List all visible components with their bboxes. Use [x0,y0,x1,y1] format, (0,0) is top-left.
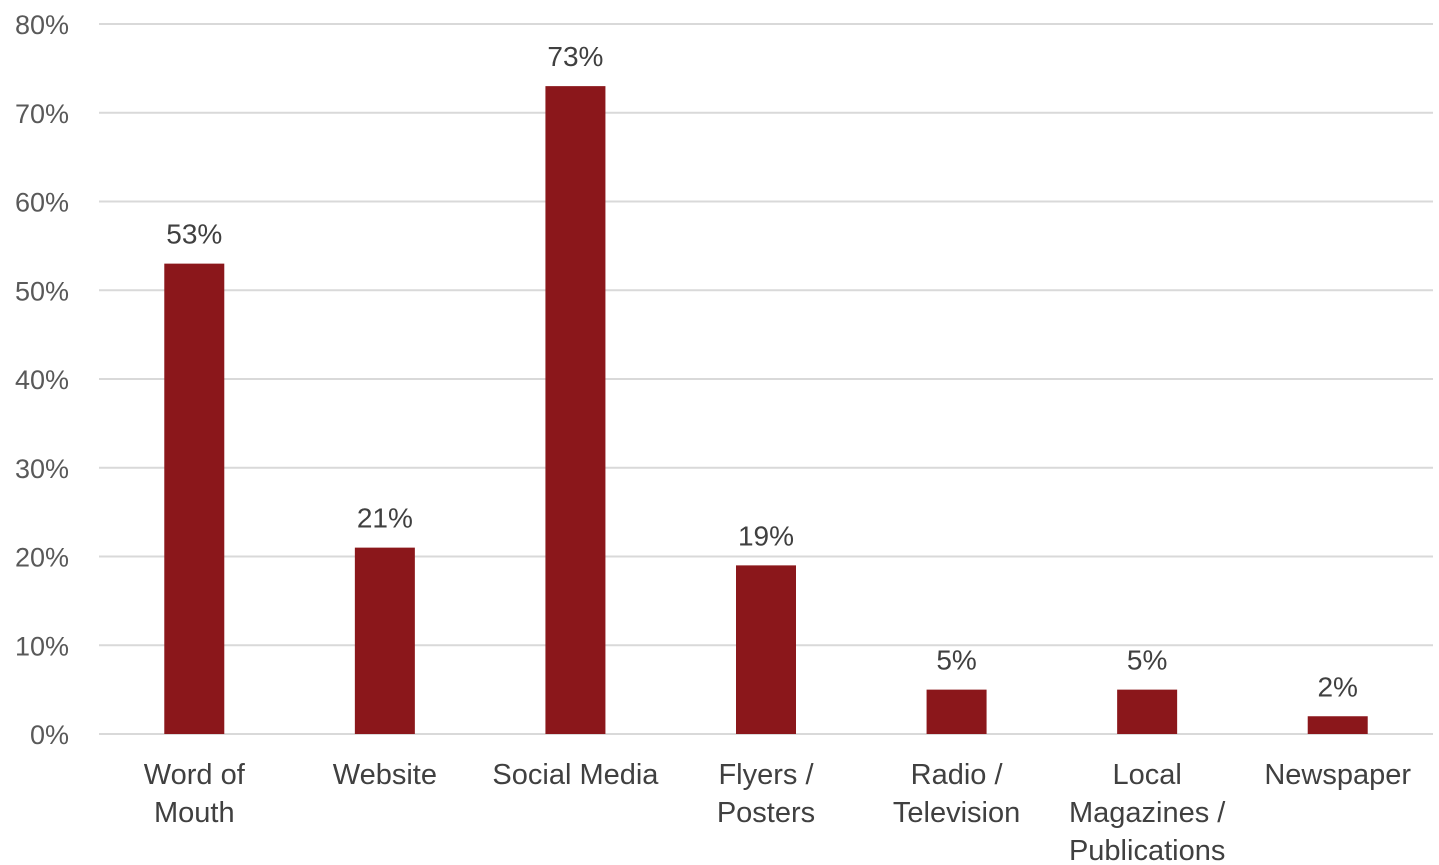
bar [926,689,987,734]
x-category-label-line: Newspaper [1264,759,1411,791]
x-category-label: Radio / Television [893,759,1020,829]
data-label: 5% [936,645,976,676]
bar [1307,716,1368,734]
x-category-label-line: Social Media [492,759,659,791]
bar [354,547,415,734]
y-tick-label: 50% [15,276,69,306]
y-tick-label: 40% [15,365,69,395]
y-tick-label: 30% [15,454,69,484]
bar [1117,689,1178,734]
x-category-label-line: Local [1112,759,1181,791]
x-category-label: Website [333,759,437,791]
y-tick-label: 80% [15,10,69,40]
x-axis: Word of Mouth Website Social Media Flyers / P… [144,759,1412,865]
x-category-label: Flyers / Posters [717,759,815,829]
x-category-label-line: Radio / [911,759,1004,791]
y-axis: 0% 10% 20% 30% 40% 50% 60% 70% 80% [15,10,69,750]
gridlines [99,23,1433,735]
y-tick-label: 20% [15,543,69,573]
x-category-label-line: Mouth [154,797,235,829]
x-category-label-line: Magazines / [1069,797,1226,829]
y-tick-label: 10% [15,631,69,661]
y-tick-label: 70% [15,99,69,129]
x-category-label: Social Media [492,759,659,791]
x-category-label: Local Magazines / Publications [1069,759,1226,865]
bars [164,86,1368,734]
data-label: 53% [166,219,222,250]
y-tick-label: 60% [15,188,69,218]
x-category-label-line: Flyers / [718,759,814,791]
bar [736,565,796,734]
x-category-label-line: Posters [717,797,815,829]
data-labels: 53% 21% 73% 19% 5% 5% 2% [166,41,1358,702]
bar [164,263,225,734]
y-tick-label: 0% [30,720,69,750]
x-category-label-line: Word of [144,759,246,791]
bar [545,86,606,734]
data-label: 19% [738,520,794,551]
x-category-label-line: Publications [1069,835,1225,865]
x-category-label-line: Website [333,759,437,791]
data-label: 5% [1127,645,1167,676]
data-label: 73% [547,41,603,72]
data-label: 21% [357,503,413,534]
x-category-label-line: Television [893,797,1020,829]
x-category-label: Newspaper [1264,759,1411,791]
data-label: 2% [1317,671,1357,702]
x-category-label: Word of Mouth [144,759,246,829]
